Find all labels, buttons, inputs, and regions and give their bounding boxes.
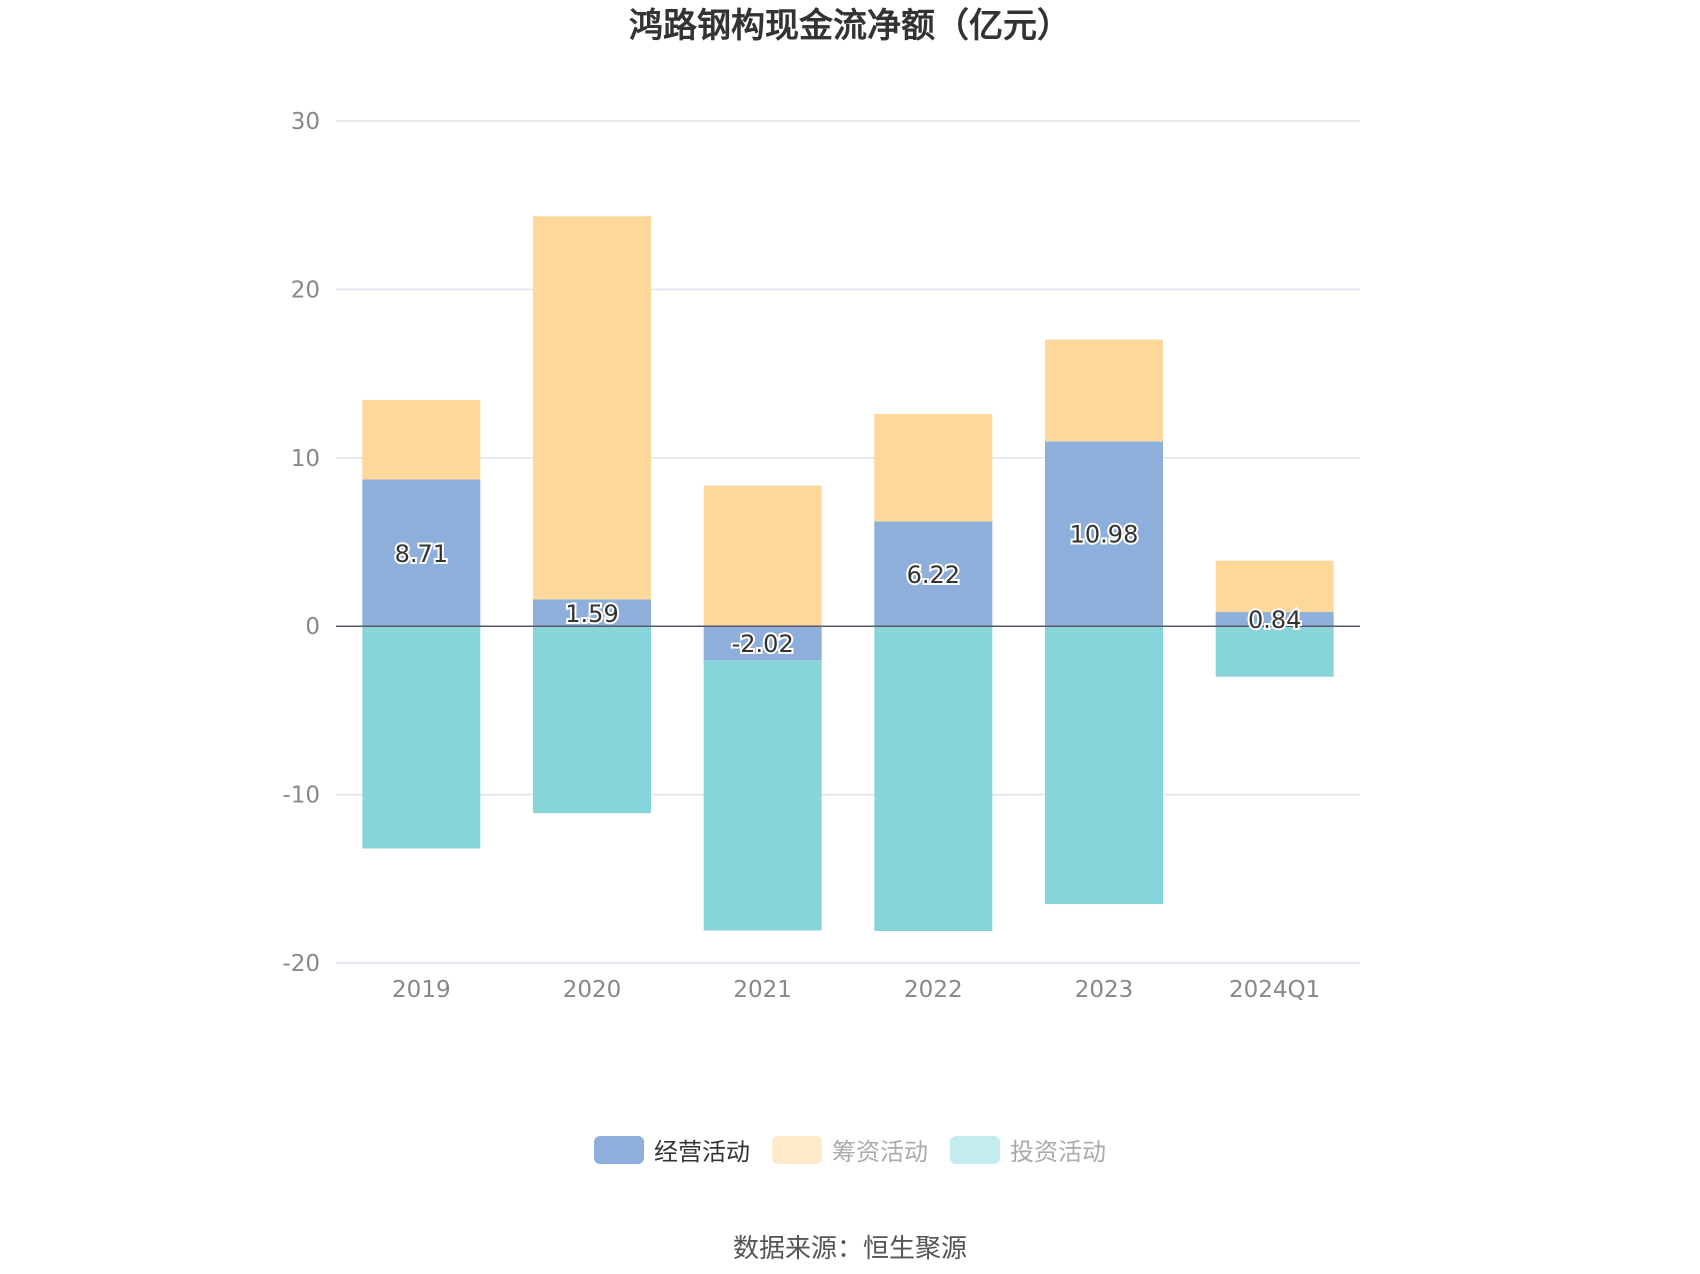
legend-item-financing[interactable]: 筹资活动: [772, 1132, 928, 1167]
data-label: 1.59: [565, 600, 618, 628]
bars: [362, 216, 1334, 932]
legend-swatch-investing: [950, 1135, 1000, 1164]
x-tick-label: 2019: [392, 977, 451, 1003]
bar-segment: [362, 399, 481, 480]
x-tick-label: 2024Q1: [1229, 977, 1320, 1003]
bar-segment: [703, 660, 822, 931]
bar-segment: [533, 626, 651, 814]
y-tick-label: 10: [291, 446, 320, 472]
x-axis-tick-labels: 2019 2020 2021 2022 2023 2024Q1: [392, 977, 1320, 1003]
y-tick-label: 0: [305, 614, 320, 640]
bar-segment: [703, 485, 822, 627]
bar-segment: [362, 626, 481, 849]
legend-item-operating[interactable]: 经营活动: [594, 1132, 750, 1167]
y-tick-label: 30: [291, 109, 320, 135]
bar-segment: [703, 626, 822, 661]
bar-segment: [1215, 612, 1334, 627]
legend-label-operating: 经营活动: [654, 1138, 750, 1166]
bar-segment: [874, 521, 993, 627]
bar-segment: [1045, 626, 1163, 905]
bar-segment: [1215, 560, 1334, 613]
bar-segment: [874, 414, 993, 522]
data-label: 6.22: [907, 561, 960, 589]
data-label: 8.71: [395, 540, 448, 568]
legend-swatch-operating: [594, 1135, 644, 1164]
bar-segment: [362, 479, 481, 627]
legend-swatch-financing: [772, 1135, 822, 1164]
bar-segment: [1215, 626, 1334, 677]
data-label: 10.98: [1070, 521, 1139, 549]
data-label: -2.02: [732, 630, 794, 658]
legend-label-investing: 投资活动: [1010, 1138, 1106, 1166]
bar-segment: [1045, 339, 1163, 442]
legend: 经营活动 筹资活动 投资活动: [0, 1132, 1700, 1167]
y-tick-label: 20: [291, 277, 320, 303]
y-axis-tick-labels: 30 20 10 0 -10 -20: [282, 109, 320, 977]
bar-segment: [1045, 441, 1163, 627]
data-label: 0.84: [1248, 606, 1301, 634]
gridlines: [336, 120, 1360, 964]
bar-segment: [533, 216, 651, 600]
y-tick-label: -20: [282, 951, 320, 977]
zero-line: [336, 625, 1360, 964]
bar-segment: [874, 626, 993, 932]
x-tick-label: 2022: [904, 977, 963, 1003]
x-tick-label: 2020: [563, 977, 622, 1003]
x-tick-label: 2023: [1075, 977, 1134, 1003]
bar-segment: [533, 599, 651, 627]
y-tick-label: -10: [282, 783, 320, 809]
legend-label-financing: 筹资活动: [832, 1138, 928, 1166]
chart-title: 鸿路钢构现金流净额（亿元）: [629, 6, 1071, 46]
data-labels: 8.71 1.59 -2.02 6.22 10.98 0.84: [393, 519, 1304, 660]
x-tick-label: 2021: [733, 977, 792, 1003]
legend-item-investing[interactable]: 投资活动: [950, 1132, 1106, 1167]
data-source-note: 数据来源：恒生聚源: [732, 1234, 967, 1264]
